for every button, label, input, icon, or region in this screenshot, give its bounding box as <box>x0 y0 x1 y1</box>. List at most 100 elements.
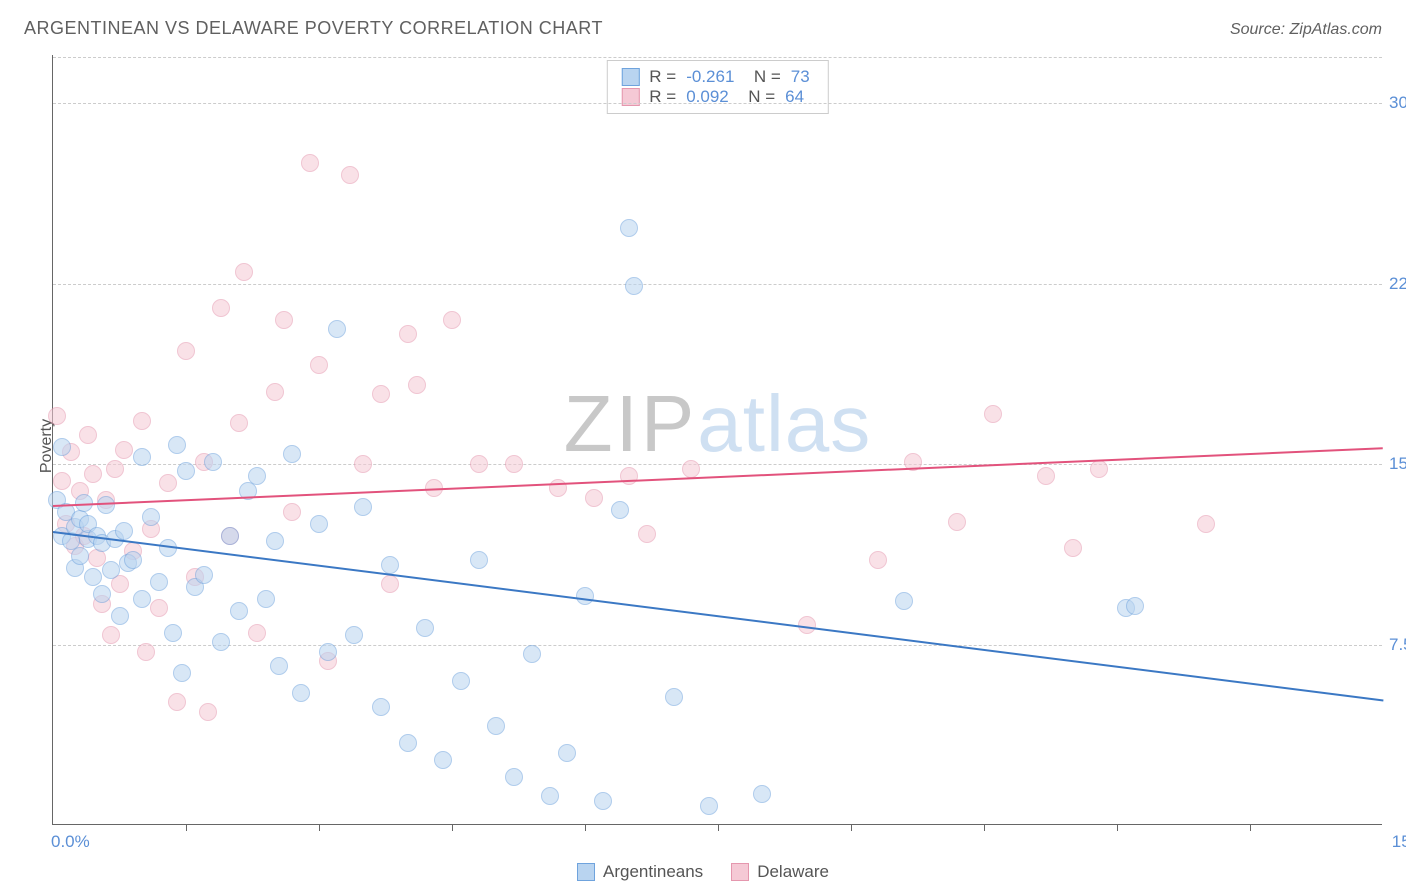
scatter-point <box>354 498 372 516</box>
scatter-point <box>948 513 966 531</box>
x-axis-label-left: 0.0% <box>51 832 90 852</box>
legend-item-series1: Argentineans <box>577 862 703 882</box>
scatter-point <box>283 445 301 463</box>
scatter-point <box>84 465 102 483</box>
x-tick <box>984 824 985 831</box>
r-value-series1: -0.261 <box>686 67 734 87</box>
x-tick <box>452 824 453 831</box>
legend-item-series2: Delaware <box>731 862 829 882</box>
watermark: ZIPatlas <box>564 378 871 470</box>
scatter-point <box>275 311 293 329</box>
scatter-point <box>79 426 97 444</box>
scatter-point <box>1037 467 1055 485</box>
watermark-atlas: atlas <box>697 379 871 468</box>
scatter-point <box>248 467 266 485</box>
grid-line <box>53 57 1382 58</box>
grid-line <box>53 103 1382 104</box>
legend-swatch-series1 <box>577 863 595 881</box>
scatter-point <box>558 744 576 762</box>
x-tick <box>718 824 719 831</box>
chart-title: ARGENTINEAN VS DELAWARE POVERTY CORRELAT… <box>24 18 603 39</box>
scatter-point <box>106 460 124 478</box>
scatter-point <box>235 263 253 281</box>
scatter-point <box>199 703 217 721</box>
scatter-point <box>177 342 195 360</box>
scatter-point <box>345 626 363 644</box>
scatter-point <box>470 551 488 569</box>
scatter-point <box>310 356 328 374</box>
scatter-point <box>115 522 133 540</box>
scatter-point <box>301 154 319 172</box>
scatter-point <box>48 407 66 425</box>
scatter-point <box>895 592 913 610</box>
x-tick <box>319 824 320 831</box>
legend-label-series2: Delaware <box>757 862 829 882</box>
scatter-point <box>164 624 182 642</box>
scatter-point <box>212 299 230 317</box>
scatter-point <box>470 455 488 473</box>
stats-row-series1: R = -0.261 N = 73 <box>621 67 809 87</box>
scatter-point <box>204 453 222 471</box>
legend-label-series1: Argentineans <box>603 862 703 882</box>
scatter-point <box>84 568 102 586</box>
x-tick <box>1117 824 1118 831</box>
scatter-point <box>620 467 638 485</box>
grid-line <box>53 645 1382 646</box>
scatter-point <box>248 624 266 642</box>
y-tick-label: 30.0% <box>1389 93 1406 113</box>
scatter-point <box>283 503 301 521</box>
scatter-point <box>700 797 718 815</box>
y-tick-label: 15.0% <box>1389 454 1406 474</box>
x-axis-label-right: 15.0% <box>1392 832 1406 852</box>
scatter-point <box>354 455 372 473</box>
scatter-point <box>177 462 195 480</box>
scatter-point <box>594 792 612 810</box>
scatter-point <box>133 448 151 466</box>
scatter-point <box>620 219 638 237</box>
scatter-point <box>257 590 275 608</box>
scatter-point <box>230 602 248 620</box>
scatter-point <box>195 566 213 584</box>
scatter-point <box>53 472 71 490</box>
scatter-point <box>142 508 160 526</box>
scatter-point <box>93 585 111 603</box>
scatter-point <box>266 532 284 550</box>
x-tick <box>1250 824 1251 831</box>
scatter-point <box>487 717 505 735</box>
scatter-point <box>505 455 523 473</box>
scatter-point <box>1090 460 1108 478</box>
scatter-point <box>611 501 629 519</box>
scatter-point <box>97 496 115 514</box>
scatter-point <box>319 643 337 661</box>
scatter-point <box>71 547 89 565</box>
scatter-point <box>452 672 470 690</box>
swatch-series1 <box>621 68 639 86</box>
scatter-point <box>115 441 133 459</box>
correlation-stats-box: R = -0.261 N = 73 R = 0.092 N = 64 <box>606 60 828 114</box>
x-tick <box>186 824 187 831</box>
scatter-point <box>133 412 151 430</box>
scatter-point <box>984 405 1002 423</box>
scatter-point <box>111 607 129 625</box>
scatter-point <box>372 698 390 716</box>
scatter-point <box>270 657 288 675</box>
scatter-point <box>328 320 346 338</box>
scatter-point <box>576 587 594 605</box>
scatter-point <box>133 590 151 608</box>
scatter-point <box>1064 539 1082 557</box>
scatter-point <box>230 414 248 432</box>
scatter-point <box>505 768 523 786</box>
scatter-point <box>1197 515 1215 533</box>
scatter-point <box>753 785 771 803</box>
x-tick <box>585 824 586 831</box>
watermark-zip: ZIP <box>564 379 697 468</box>
scatter-point <box>102 626 120 644</box>
scatter-point <box>625 277 643 295</box>
r-label: R = <box>649 67 676 87</box>
scatter-point <box>137 643 155 661</box>
scatter-point <box>159 474 177 492</box>
scatter-point <box>443 311 461 329</box>
scatter-point <box>150 599 168 617</box>
legend-swatch-series2 <box>731 863 749 881</box>
scatter-point <box>381 556 399 574</box>
